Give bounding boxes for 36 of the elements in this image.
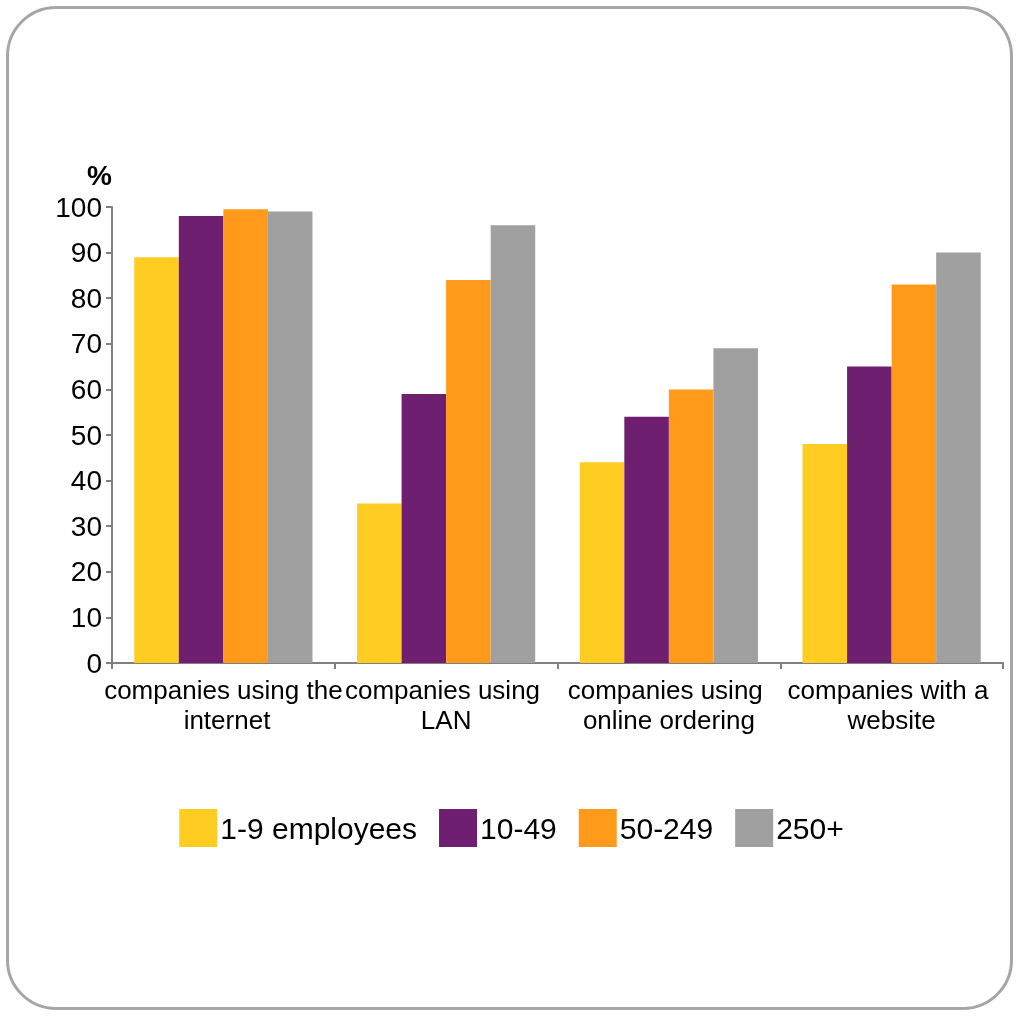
bar (178, 216, 224, 663)
bar (490, 225, 536, 663)
legend-label: 10-49 (480, 811, 557, 845)
legend-label: 50-249 (619, 811, 714, 845)
y-tick-label: 80 (70, 282, 102, 314)
bar (223, 209, 268, 663)
bar (134, 257, 179, 663)
y-tick-label: 10 (70, 601, 102, 633)
bar (624, 416, 669, 663)
y-tick-label: 70 (70, 328, 102, 360)
y-axis-title: % (87, 159, 113, 191)
x-tick-label: companies using the internet (104, 675, 343, 735)
bar (267, 211, 313, 663)
x-tick-label: companies using online ordering (567, 675, 771, 735)
bar (668, 389, 714, 663)
bar (446, 279, 491, 663)
bar (936, 252, 981, 663)
bar (357, 503, 402, 663)
y-tick-label: 90 (70, 237, 102, 269)
y-tick-label: 60 (70, 373, 102, 405)
legend-label: 250+ (776, 811, 844, 845)
bar (401, 393, 447, 663)
x-tick-label: companies with a website (787, 675, 996, 735)
y-tick-label: 40 (70, 465, 102, 497)
bar (891, 284, 937, 663)
legend-label: 1-9 employees (220, 811, 418, 845)
y-tick-label: 50 (70, 419, 102, 451)
bar (713, 348, 758, 663)
bar (802, 444, 848, 663)
y-tick-label: 30 (70, 510, 102, 542)
bar (579, 462, 625, 663)
y-tick-label: 100 (55, 191, 102, 223)
x-tick-label: companies using LAN (344, 675, 548, 735)
y-tick-label: 0 (86, 647, 102, 679)
y-tick-label: 20 (70, 556, 102, 588)
bar (847, 366, 892, 663)
